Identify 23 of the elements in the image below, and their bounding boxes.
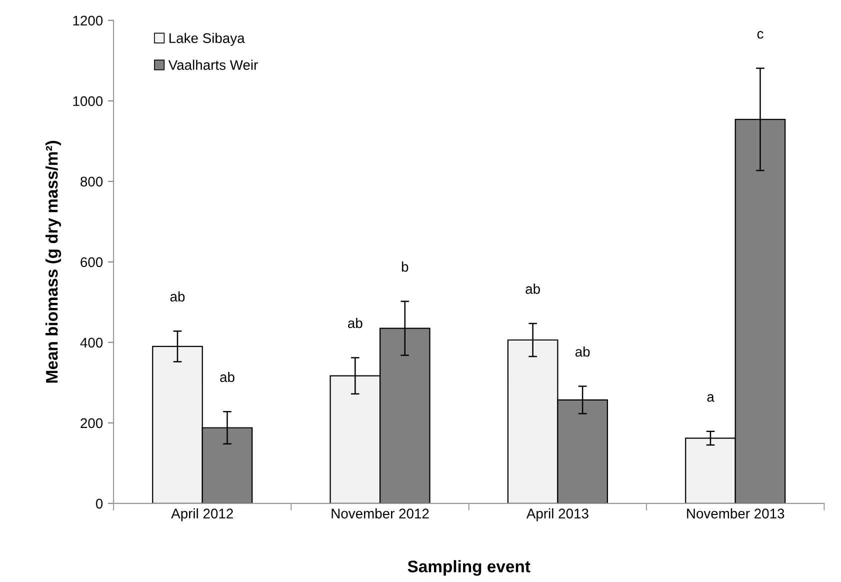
x-tick-label: April 2013 — [526, 508, 588, 522]
annotation: ab — [220, 372, 234, 382]
x-tick-label: April 2012 — [171, 508, 233, 522]
y-tick-label: 800 — [80, 176, 103, 187]
x-axis-title: Sampling event — [408, 560, 530, 576]
x-tick-label: November 2013 — [687, 508, 784, 518]
annotation: ab — [575, 346, 590, 357]
annotation: c — [757, 31, 764, 39]
y-tick-label: 600 — [80, 257, 103, 268]
annotation: a — [707, 394, 714, 402]
legend-label: Lake Sibaya — [169, 32, 245, 46]
y-tick-label: 400 — [80, 338, 103, 348]
annotation: ab — [526, 284, 540, 294]
y-axis-title: Mean biomass (g dry mass/m²) — [46, 140, 62, 383]
annotation: ab — [170, 291, 185, 302]
annotation: b — [402, 262, 408, 272]
x-tick-label: November 2012 — [332, 508, 429, 518]
y-tick-label: 1200 — [73, 16, 103, 26]
annotation: ab — [348, 318, 362, 328]
y-tick-label: 0 — [96, 498, 103, 509]
legend-label: Vaalharts Weir — [168, 60, 258, 70]
y-tick-label: 1000 — [73, 96, 103, 106]
y-tick-label: 200 — [80, 418, 103, 428]
